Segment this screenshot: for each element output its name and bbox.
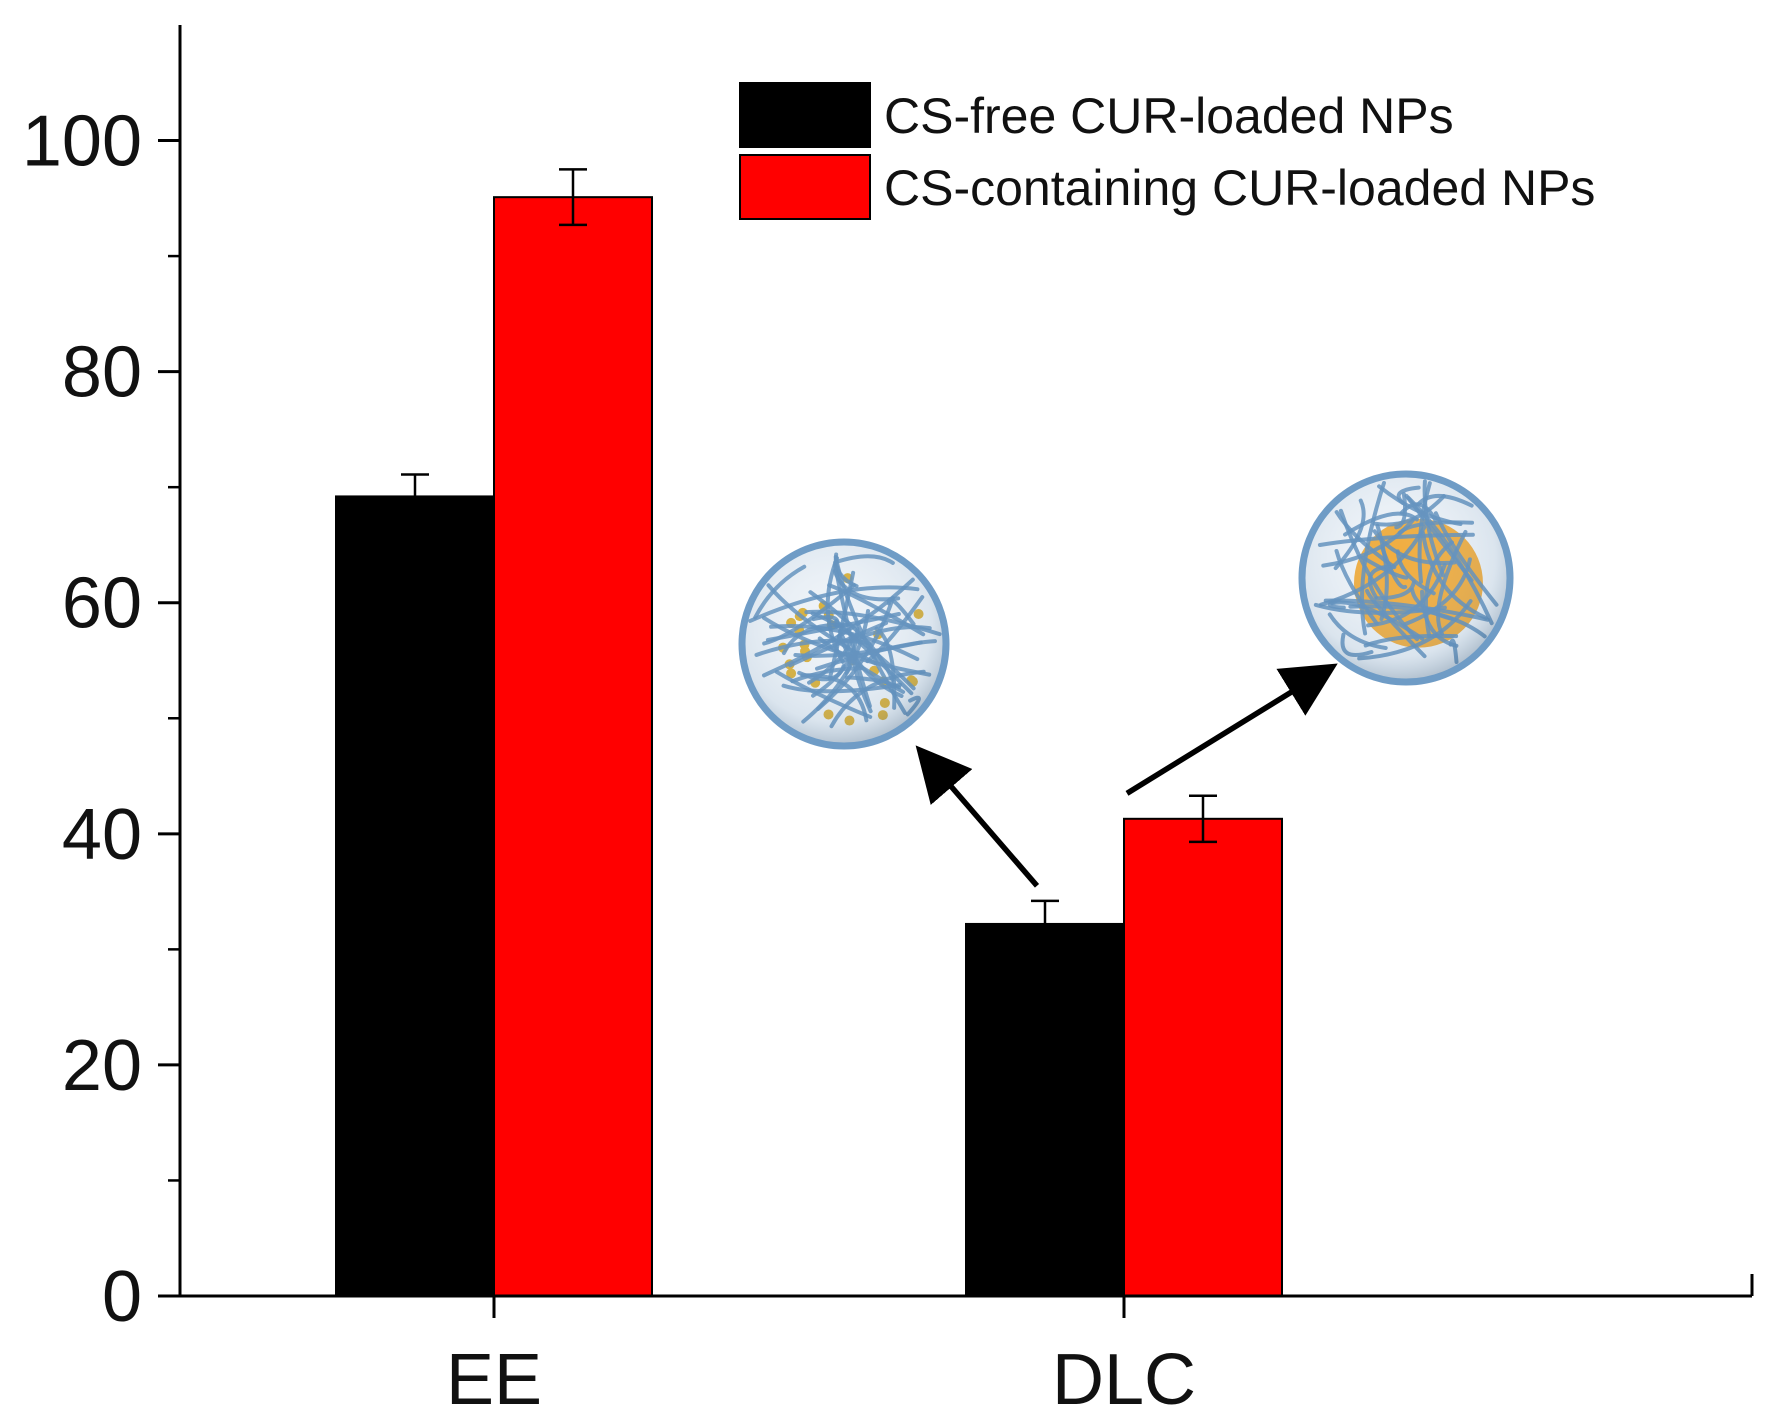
nanoparticle-cs-free-illustration: [738, 538, 950, 750]
bar-cs-free-ee: [335, 495, 495, 1297]
arrow-cs-free: [915, 745, 1040, 888]
x-category-label: DLC: [1052, 1340, 1196, 1416]
nanoparticle-shell: [1298, 470, 1514, 686]
bar-cs-containing-dlc: [1123, 817, 1283, 1298]
legend-swatch: [739, 82, 871, 148]
legend-label: CS-free CUR-loaded NPs: [884, 88, 1454, 144]
bar-cs-containing-ee: [493, 196, 653, 1297]
y-tick-label: 80: [62, 333, 142, 413]
error-bar-cs-containing-dlc: [1189, 794, 1217, 844]
nanoparticle-cs-containing-illustration: [1298, 470, 1514, 686]
legend-label: CS-containing CUR-loaded NPs: [884, 160, 1595, 216]
bar-cs-free-dlc: [965, 922, 1125, 1298]
y-tick-label: 100: [22, 102, 142, 182]
arrow-cs-containing: [1125, 663, 1338, 796]
error-bar-cs-containing-ee: [559, 168, 587, 227]
y-tick-label: 20: [62, 1026, 142, 1106]
legend-item-cs-free: CS-free CUR-loaded NPs: [739, 82, 1454, 148]
nanoparticle-shell: [738, 538, 950, 750]
y-tick-label: 40: [62, 795, 142, 875]
y-tick-label: 60: [62, 564, 142, 644]
legend-swatch: [739, 154, 871, 220]
error-bar-cs-free-dlc: [1031, 899, 1059, 949]
y-tick-label: 0: [102, 1257, 142, 1337]
x-category-label: EE: [446, 1340, 542, 1416]
error-bar-cs-free-ee: [401, 473, 429, 520]
legend-item-cs-containing: CS-containing CUR-loaded NPs: [739, 154, 1595, 220]
